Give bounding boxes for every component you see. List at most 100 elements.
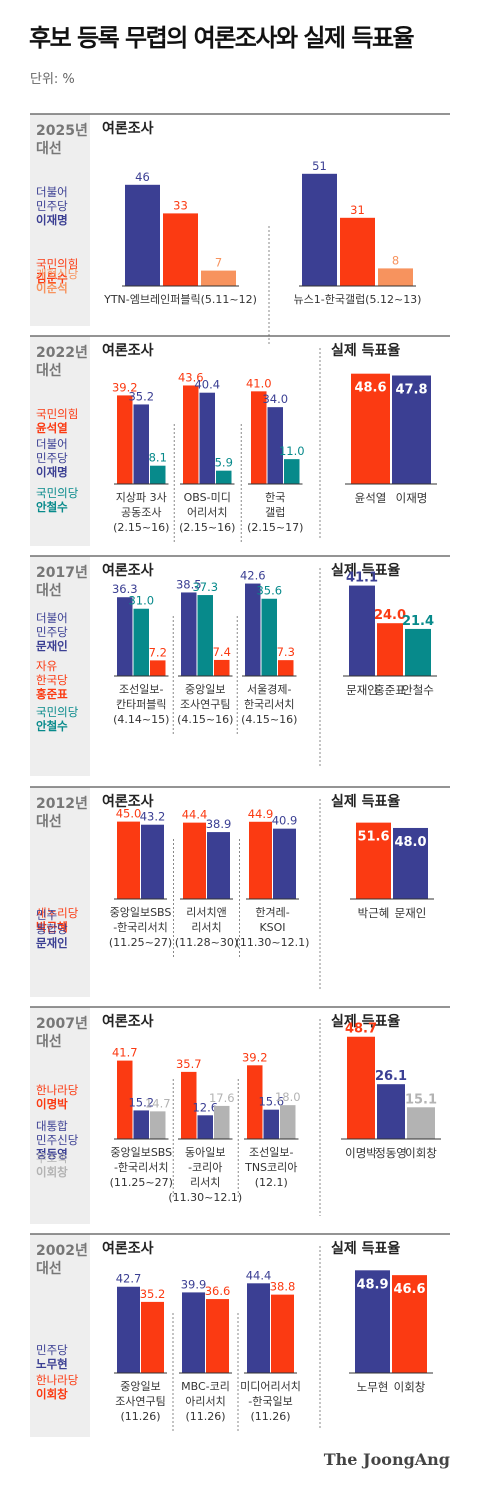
legend-party-label: 민주당 <box>36 1343 68 1357</box>
survey-bar-value: 37.3 <box>192 580 218 594</box>
legend-party-label: 민주당 <box>36 625 68 639</box>
survey-bar-value: 12.6 <box>192 1100 218 1114</box>
poll-label: 조사연구팀 <box>115 1395 166 1408</box>
actual-bar-value: 47.8 <box>395 382 427 397</box>
survey-bar <box>183 385 199 484</box>
survey-bar-value: 35.2 <box>128 389 154 403</box>
survey-bar <box>216 470 232 484</box>
side-panel <box>30 336 90 546</box>
side-panel <box>30 1234 90 1437</box>
survey-bar-value: 7.4 <box>213 645 231 659</box>
poll-label: (11.26) <box>250 1410 290 1423</box>
survey-bar <box>150 660 166 676</box>
unit-label: 단위: % <box>30 72 75 87</box>
survey-bar <box>133 608 149 676</box>
survey-bar-value: 43.6 <box>178 370 204 384</box>
poll-label: MBC-코리 <box>181 1380 230 1393</box>
survey-bar-value: 45.0 <box>116 807 142 821</box>
survey-bar <box>182 1292 205 1373</box>
side-panel <box>30 787 90 997</box>
survey-bar-value: 35.2 <box>140 1287 166 1301</box>
survey-bar-value: 34.0 <box>262 392 288 406</box>
legend-party-label: 국민의당 <box>36 705 79 719</box>
side-panel <box>30 114 90 326</box>
survey-bar <box>197 595 213 676</box>
poll-label: 조선일보- <box>119 682 163 696</box>
legend-candidate-label: 김문수 <box>36 271 68 285</box>
poll-label: 조선일보- <box>249 1145 293 1159</box>
survey-bar-value: 35.6 <box>256 584 282 598</box>
section-election-label: 대선 <box>36 141 62 157</box>
actual-bar-value: 48.6 <box>354 381 386 396</box>
survey-bar-value: 8 <box>392 253 399 267</box>
poll-label: -한국일보 <box>248 1394 292 1408</box>
survey-bar <box>284 459 300 484</box>
actual-candidate-label: 이명박 <box>345 1146 377 1160</box>
actual-bar-value: 26.1 <box>375 1069 407 1084</box>
poll-label: 중앙일보 <box>185 682 225 696</box>
legend-party-label: 대통합 <box>36 1119 68 1133</box>
poll-label: TNS코리아 <box>244 1161 297 1174</box>
legend-candidate-label: 문재인 <box>36 639 68 653</box>
actual-bar <box>351 373 390 484</box>
poll-label: 중앙일보SBS <box>110 905 172 919</box>
actual-candidate-label: 문재인 <box>346 683 378 697</box>
survey-bar-value: 31.0 <box>128 594 154 608</box>
legend-party-label: 더불어 <box>36 437 68 451</box>
poll-label: -코리아 <box>188 1161 222 1174</box>
poll-label: (11.30~12.1) <box>236 936 310 949</box>
survey-bar-value: 5.9 <box>215 456 233 470</box>
actual-bar-value: 15.1 <box>405 1092 437 1107</box>
survey-bar <box>247 1283 270 1373</box>
poll-label: 아리서치 <box>185 1395 225 1408</box>
survey-bar <box>117 1060 133 1139</box>
survey-bar <box>141 824 164 899</box>
survey-title: 여론조사 <box>102 120 154 137</box>
survey-bar <box>117 821 140 899</box>
legend-party-label: 국민의당 <box>36 486 79 500</box>
legend-party-label: 한나라당 <box>36 1083 79 1097</box>
section-election-label: 대선 <box>36 814 62 830</box>
survey-bar <box>263 1109 279 1139</box>
survey-bar-value: 40.9 <box>272 814 298 828</box>
survey-bar <box>181 1071 197 1139</box>
survey-title: 여론조사 <box>102 793 154 810</box>
legend-party-label: 민주당 <box>36 451 68 465</box>
legend-party-label: 새누리당 <box>36 906 79 920</box>
actual-bar <box>349 585 375 676</box>
poll-label: 지상파 3사 <box>116 491 167 504</box>
actual-bar <box>377 1084 405 1139</box>
legend-candidate-label: 이준석 <box>36 281 68 295</box>
survey-bar <box>150 1111 166 1139</box>
survey-bar <box>117 1286 140 1373</box>
actual-candidate-label: 안철수 <box>402 683 434 697</box>
survey-bar-value: 44.4 <box>182 808 208 822</box>
actual-bar-value: 48.7 <box>345 1022 377 1037</box>
section-election-label: 대선 <box>36 1034 62 1050</box>
actual-bar <box>356 822 391 899</box>
legend-candidate-label: 이재명 <box>36 465 68 479</box>
actual-bar <box>392 375 431 484</box>
actual-candidate-label: 이회창 <box>394 1380 426 1394</box>
legend-party-label: 더불어 <box>36 185 68 199</box>
actual-candidate-label: 이회창 <box>405 1146 437 1160</box>
survey-bar-value: 39.9 <box>181 1277 207 1291</box>
actual-bar-value: 21.4 <box>402 614 434 629</box>
poll-label: (2.15~16) <box>179 521 235 534</box>
poll-label: (2.15~16) <box>113 521 169 534</box>
survey-bar-value: 44.4 <box>246 1268 272 1282</box>
actual-candidate-label: 윤석열 <box>355 491 387 505</box>
survey-bar <box>302 173 337 286</box>
poll-label: (11.25~27) <box>109 936 172 949</box>
survey-bar <box>378 268 413 286</box>
legend-candidate-label: 이회창 <box>36 1165 68 1179</box>
survey-title: 여론조사 <box>102 562 154 579</box>
legend-party-label: 무소속 <box>36 1151 68 1165</box>
survey-bar <box>207 832 230 899</box>
legend-candidate-label: 홍준표 <box>36 687 68 701</box>
poll-label: 리서치 <box>190 1176 220 1189</box>
survey-bar-value: 7.2 <box>149 645 167 659</box>
survey-bar <box>206 1299 229 1373</box>
legend-party-label: 민주당 <box>36 199 68 213</box>
